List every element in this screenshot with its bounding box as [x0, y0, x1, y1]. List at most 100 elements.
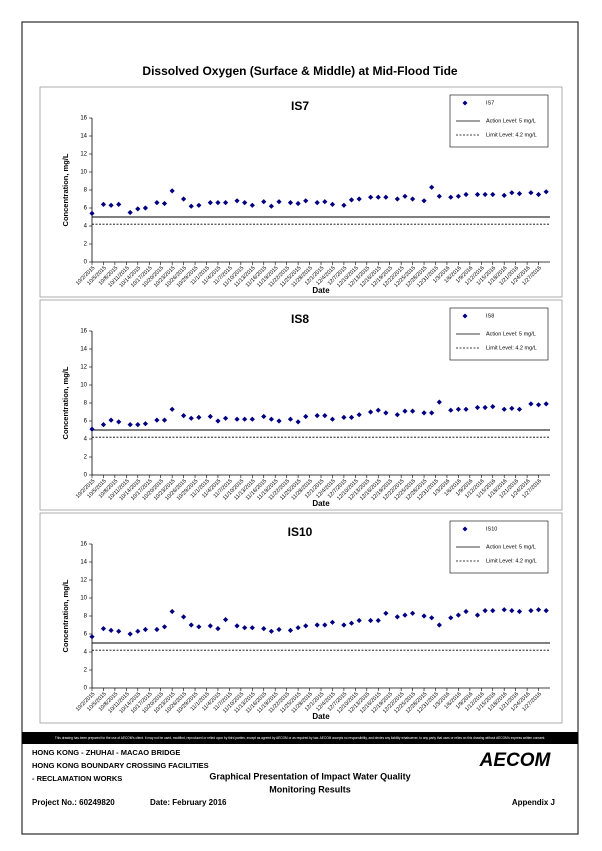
data-point	[161, 417, 168, 423]
data-point	[543, 608, 549, 614]
legend-marker	[462, 313, 468, 319]
disclaimer: This drawing has been prepared for the u…	[55, 736, 545, 740]
data-point	[295, 200, 301, 207]
y-tick-label: 2	[84, 242, 88, 248]
data-point	[375, 407, 381, 413]
y-tick-label: 6	[84, 632, 88, 638]
y-tick-label: 0	[84, 473, 88, 479]
y-tick-label: 8	[84, 614, 88, 620]
data-point	[295, 419, 301, 425]
data-point	[501, 192, 507, 198]
data-point	[410, 610, 416, 616]
y-tick-label: 14	[80, 560, 87, 566]
data-point	[261, 626, 267, 632]
appendix: Appendix J	[512, 798, 555, 807]
data-point	[383, 194, 389, 200]
data-point	[455, 406, 461, 412]
data-point	[135, 628, 141, 634]
data-point	[535, 607, 542, 613]
y-tick-label: 12	[80, 365, 87, 371]
project-line: HONG KONG - ZHUHAI - MACAO BRIDGE	[32, 748, 180, 757]
data-point	[108, 417, 114, 423]
data-point	[375, 617, 381, 624]
data-point	[394, 196, 400, 202]
data-point	[100, 626, 107, 632]
date: Date: February 2016	[150, 798, 227, 807]
x-axis-label: Date	[312, 286, 330, 295]
data-point	[383, 610, 389, 616]
data-point	[341, 622, 347, 628]
data-point	[276, 199, 282, 205]
logo: AECOM	[479, 750, 552, 771]
data-point	[188, 415, 194, 421]
data-point	[268, 416, 274, 422]
data-point	[490, 608, 496, 614]
data-point	[215, 200, 221, 206]
legend-marker	[462, 526, 468, 532]
data-point	[509, 190, 515, 196]
data-point	[482, 191, 488, 198]
data-point	[314, 622, 320, 628]
data-point	[383, 410, 389, 416]
data-point	[154, 200, 160, 206]
data-point	[322, 622, 328, 628]
data-point	[348, 620, 355, 626]
y-tick-label: 10	[80, 170, 87, 176]
data-point	[89, 210, 95, 216]
data-point	[268, 628, 274, 634]
data-point	[322, 413, 328, 419]
data-point	[261, 413, 267, 420]
legend-label: IS10	[486, 526, 497, 532]
y-tick-label: 12	[80, 578, 87, 584]
data-point	[463, 406, 469, 412]
data-point	[402, 193, 408, 199]
data-point	[509, 405, 515, 411]
data-point	[501, 607, 507, 613]
y-tick-label: 14	[80, 347, 87, 353]
y-tick-label: 6	[84, 206, 88, 212]
y-tick-label: 12	[80, 152, 87, 158]
data-point	[89, 426, 95, 432]
y-tick-label: 14	[80, 134, 87, 140]
data-point	[474, 191, 481, 198]
data-point	[135, 206, 141, 212]
data-point	[196, 202, 202, 208]
data-point	[429, 410, 435, 416]
data-point	[348, 197, 355, 203]
data-point	[188, 203, 194, 209]
data-point	[356, 412, 362, 418]
drawing-title: Monitoring Results	[269, 784, 351, 794]
data-point	[322, 199, 328, 205]
data-point	[516, 191, 523, 197]
data-point	[375, 194, 381, 200]
data-point	[490, 191, 496, 198]
chart-title: IS7	[291, 99, 309, 113]
data-point	[535, 402, 542, 408]
data-point	[249, 416, 255, 422]
data-point	[249, 202, 255, 208]
legend-label: Limit Level: 4.2 mg/L	[486, 132, 537, 138]
project-no: Project No.: 60249820	[32, 798, 115, 807]
data-point	[368, 409, 374, 415]
data-point	[463, 608, 469, 615]
data-point	[169, 608, 175, 615]
data-point	[528, 401, 534, 407]
data-point	[249, 625, 255, 631]
data-point	[516, 608, 523, 615]
data-point	[261, 199, 267, 205]
chart-panel	[39, 86, 563, 298]
data-point	[207, 623, 213, 629]
chart-title: IS10	[288, 525, 313, 539]
data-point	[127, 209, 133, 216]
y-tick-label: 2	[84, 455, 88, 461]
data-point	[490, 404, 496, 410]
data-point	[295, 625, 301, 631]
data-point	[429, 184, 435, 190]
data-point	[543, 401, 549, 407]
data-point	[215, 418, 221, 424]
data-point	[142, 205, 149, 211]
project-line: HONG KONG BOUNDARY CROSSING FACILITIES	[32, 761, 209, 770]
data-point	[528, 608, 534, 614]
data-point	[448, 407, 454, 413]
